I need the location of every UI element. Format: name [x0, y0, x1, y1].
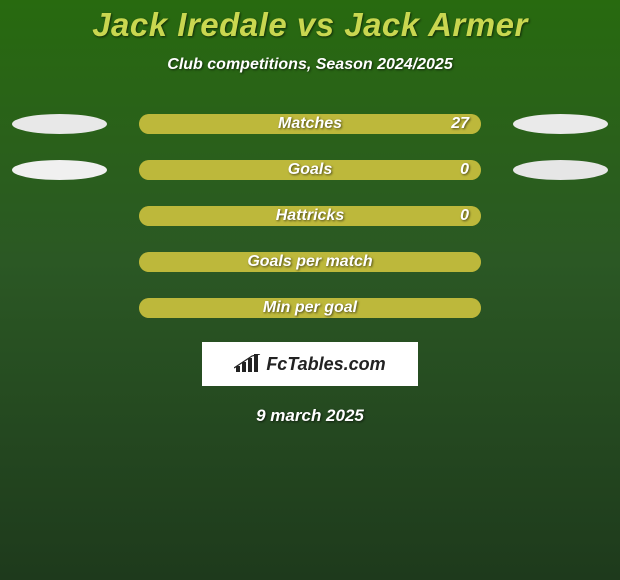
left-value-ellipse	[12, 160, 107, 180]
stat-row: Goals0	[0, 160, 620, 180]
stat-label: Matches	[139, 115, 481, 133]
stat-bar: Goals per match	[139, 252, 481, 272]
stat-bar: Goals0	[139, 160, 481, 180]
stat-label: Hattricks	[139, 207, 481, 225]
page-title: Jack Iredale vs Jack Armer	[92, 6, 528, 44]
stat-row: Min per goal	[0, 298, 620, 318]
stat-label: Goals	[139, 161, 481, 179]
stat-bar: Hattricks0	[139, 206, 481, 226]
stat-bar: Min per goal	[139, 298, 481, 318]
stat-label: Min per goal	[139, 299, 481, 317]
left-value-ellipse	[12, 114, 107, 134]
stat-rows: Matches27Goals0Hattricks0Goals per match…	[0, 114, 620, 318]
stat-row: Hattricks0	[0, 206, 620, 226]
stat-value-right: 0	[460, 161, 469, 179]
stat-label: Goals per match	[139, 253, 481, 271]
stat-bar: Matches27	[139, 114, 481, 134]
right-value-ellipse	[513, 160, 608, 180]
stat-row: Matches27	[0, 114, 620, 134]
brand-badge: FcTables.com	[202, 342, 418, 386]
stat-value-right: 0	[460, 207, 469, 225]
date-text: 9 march 2025	[256, 406, 364, 426]
stat-row: Goals per match	[0, 252, 620, 272]
subtitle: Club competitions, Season 2024/2025	[167, 56, 452, 74]
brand-text: FcTables.com	[266, 354, 385, 375]
stat-value-right: 27	[451, 115, 469, 133]
brand-chart-icon	[234, 354, 262, 374]
content-root: Jack Iredale vs Jack Armer Club competit…	[0, 0, 620, 426]
right-value-ellipse	[513, 114, 608, 134]
